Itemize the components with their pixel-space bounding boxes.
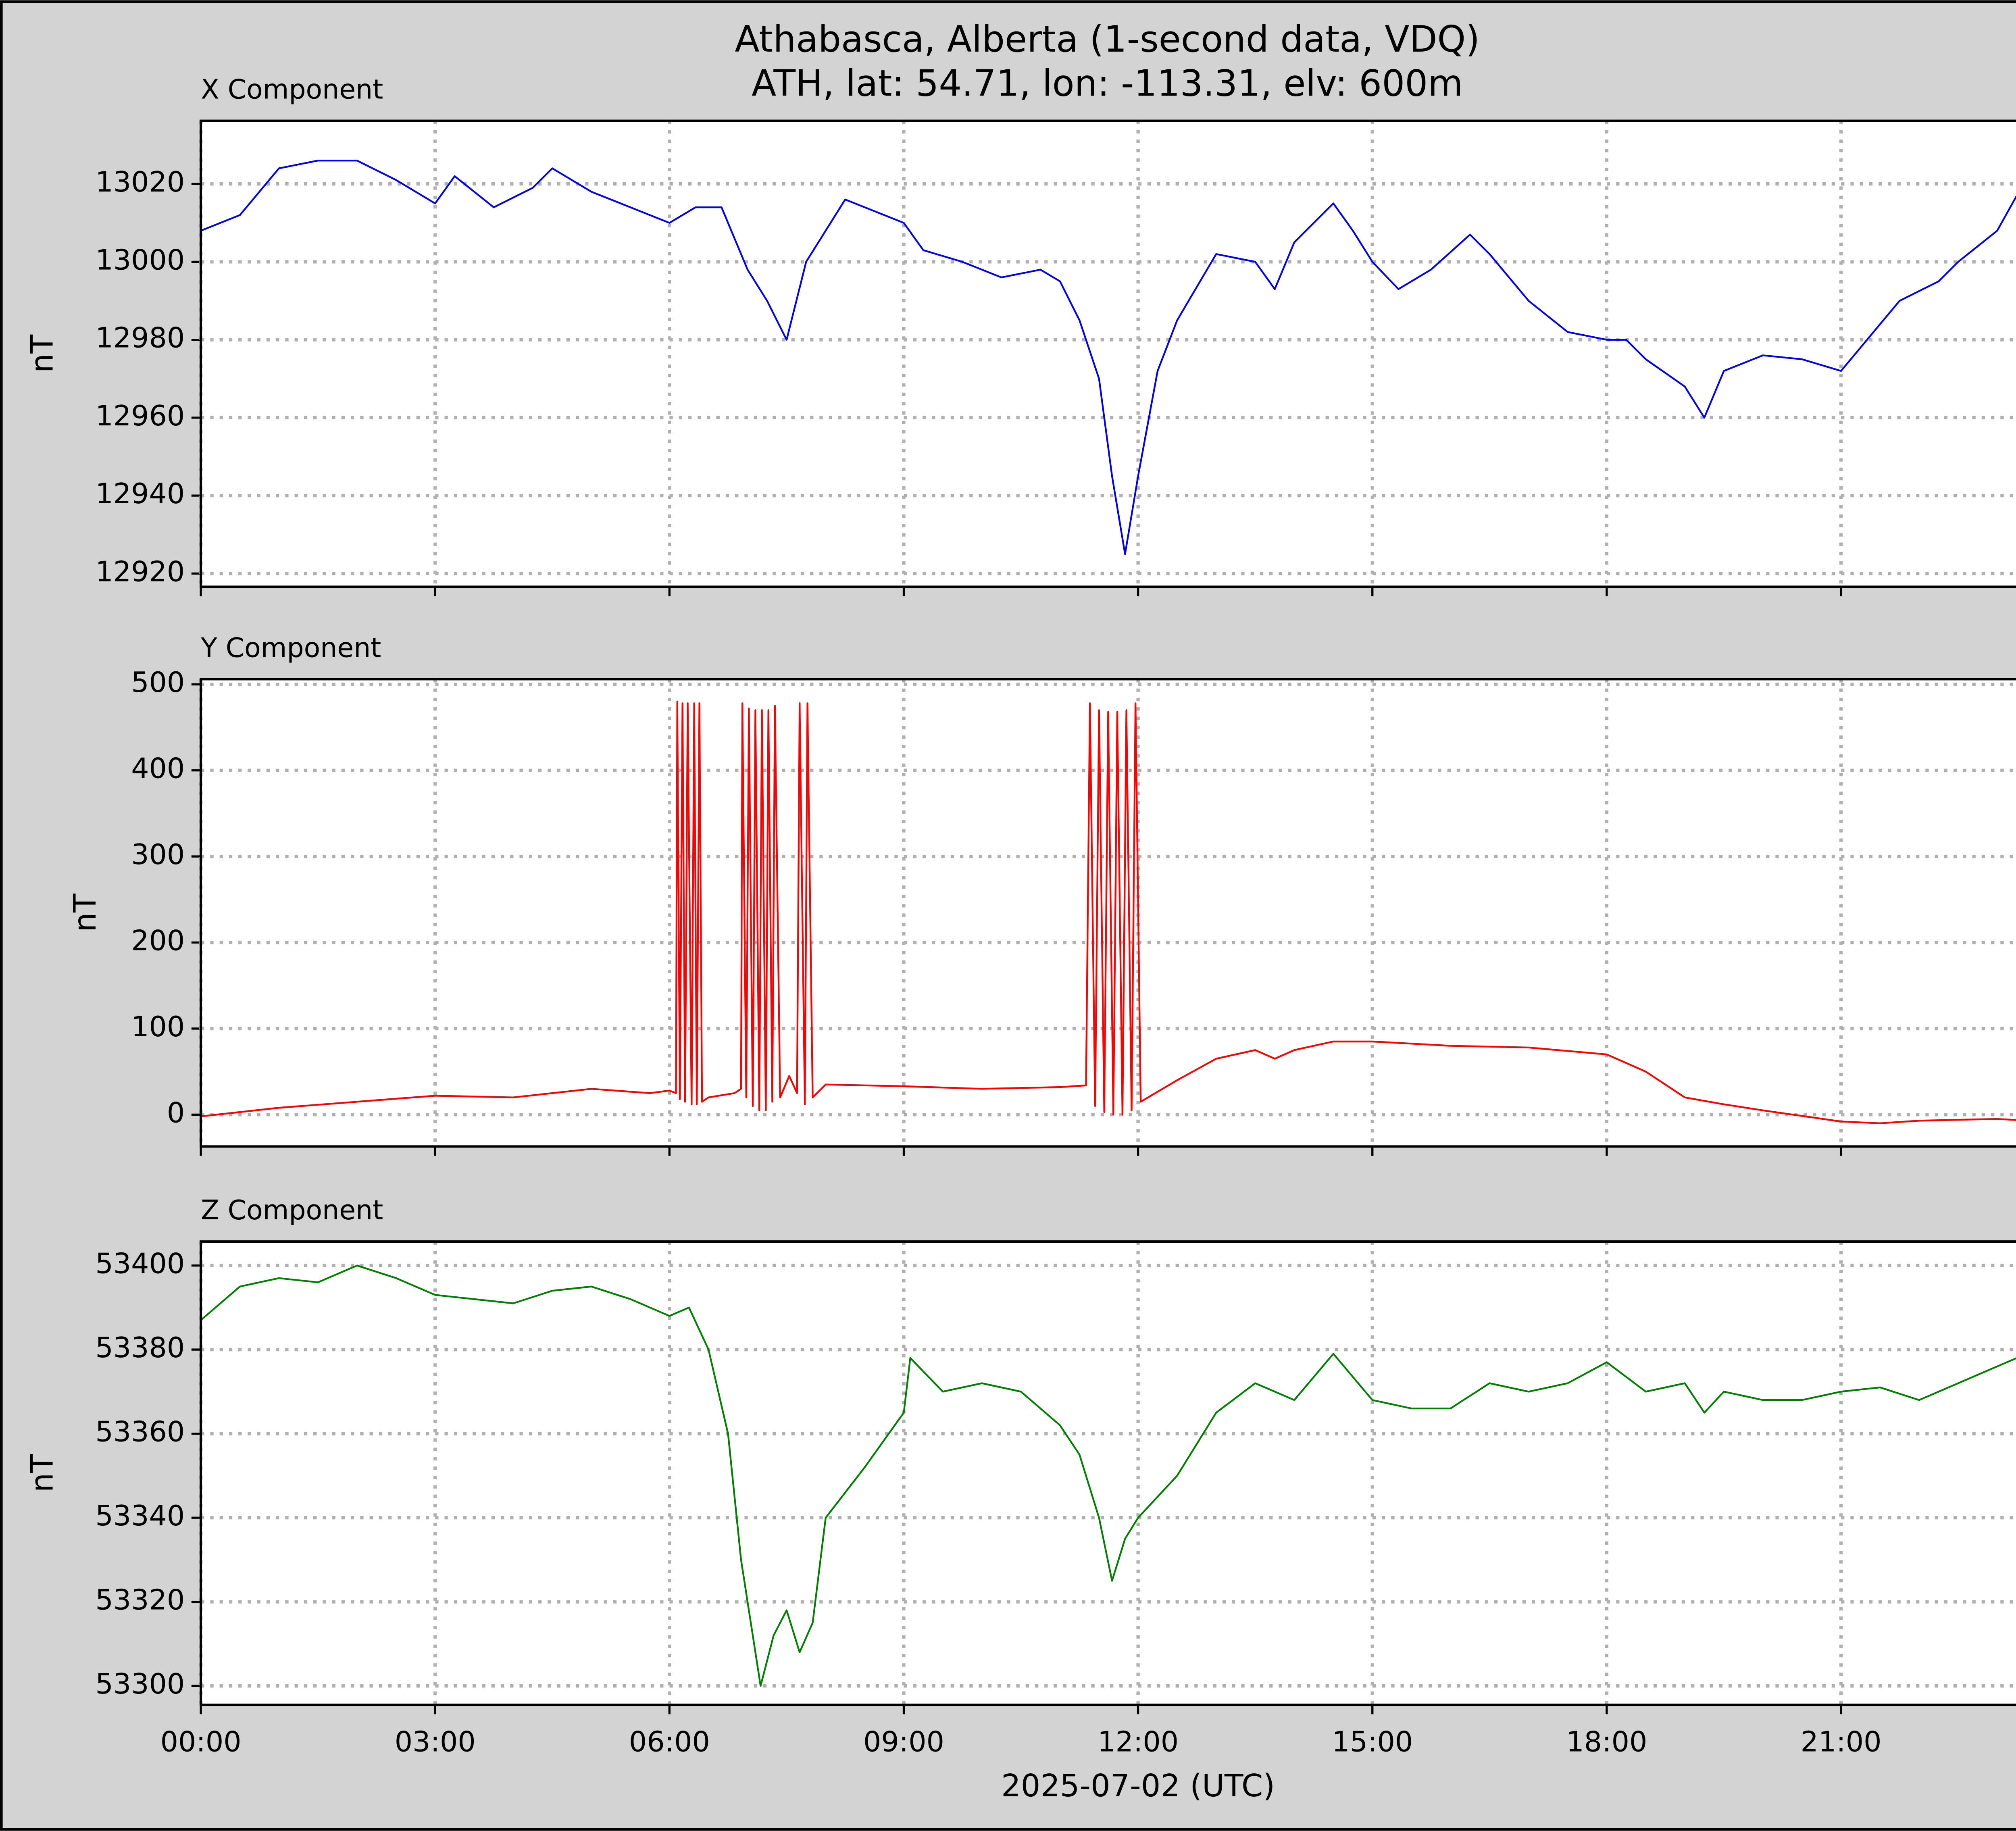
y-tick-label: 12940: [95, 477, 185, 510]
data-line: [200, 160, 2016, 555]
x-tick-label: 15:00: [1332, 1725, 1413, 1758]
y-tick-label: 12920: [95, 555, 185, 588]
y-tick-label: 53300: [95, 1668, 185, 1700]
y-axis-label: nT: [25, 1454, 60, 1492]
x-tick-label: 18:00: [1566, 1725, 1647, 1758]
subplot-title: Z Component: [201, 1194, 383, 1226]
figure-title: Athabasca, Alberta (1-second data, VDQ): [735, 19, 1480, 60]
y-tick-label: 53320: [95, 1584, 185, 1616]
x-tick-label: 12:00: [1098, 1725, 1179, 1758]
x-tick-label: 06:00: [629, 1725, 710, 1758]
subplot-title: Y Component: [200, 632, 381, 663]
y-tick-label: 12980: [95, 322, 185, 354]
data-line: [200, 700, 2016, 1124]
y-tick-label: 12960: [95, 400, 185, 432]
y-tick-label: 200: [131, 925, 185, 957]
y-tick-label: 100: [131, 1010, 185, 1043]
y-tick-label: 13000: [95, 244, 185, 276]
y-tick-label: 53380: [95, 1331, 185, 1364]
figure-subtitle: ATH, lat: 54.71, lon: -113.31, elv: 600m: [752, 63, 1463, 105]
x-axis-label: 2025-07-02 (UTC): [1001, 1768, 1275, 1804]
data-line: [200, 1264, 2016, 1687]
x-tick-label: 21:00: [1801, 1725, 1882, 1758]
y-tick-label: 300: [131, 838, 185, 871]
y-tick-label: 400: [131, 752, 185, 785]
y-tick-label: 53360: [95, 1416, 185, 1448]
plot-area: [201, 121, 2016, 587]
x-tick-label: 03:00: [395, 1725, 476, 1758]
plot-frame: [200, 678, 2016, 1148]
plot-frame: [200, 119, 2016, 588]
x-tick-label: 00:00: [160, 1725, 242, 1758]
y-tick-label: 500: [131, 666, 185, 699]
y-tick-label: 13020: [95, 166, 185, 198]
subplot-title: X Component: [201, 74, 383, 105]
y-tick-label: 53340: [95, 1500, 185, 1532]
plot-frame: [200, 1240, 2016, 1706]
y-tick-label: 53400: [95, 1248, 185, 1280]
plot-area: [201, 1241, 2016, 1705]
y-axis-label: nT: [67, 894, 103, 932]
x-tick-label: 09:00: [863, 1725, 944, 1758]
y-axis-label: nT: [25, 335, 60, 373]
y-tick-label: 0: [167, 1096, 185, 1129]
